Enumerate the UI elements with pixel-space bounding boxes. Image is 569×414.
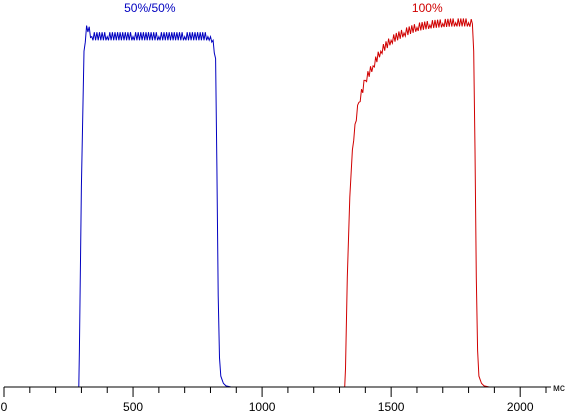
x-tick-label: 2000 bbox=[507, 400, 534, 414]
x-axis-ticks: 0 500 1000 1500 2000 bbox=[1, 387, 547, 414]
series-line bbox=[287, 18, 546, 388]
series-label: 50%/50% bbox=[124, 1, 176, 15]
series-line bbox=[4, 25, 288, 388]
series-label: 100% bbox=[412, 1, 443, 15]
x-tick-label: 1500 bbox=[378, 400, 405, 414]
x-tick-label: 1000 bbox=[249, 400, 276, 414]
x-tick-label: 0 bbox=[1, 400, 8, 414]
series-labels: 50%/50% 100% bbox=[124, 1, 443, 15]
x-tick-label: 500 bbox=[123, 400, 143, 414]
x-axis-unit-label: мс bbox=[553, 383, 565, 394]
series-layer bbox=[4, 18, 546, 388]
